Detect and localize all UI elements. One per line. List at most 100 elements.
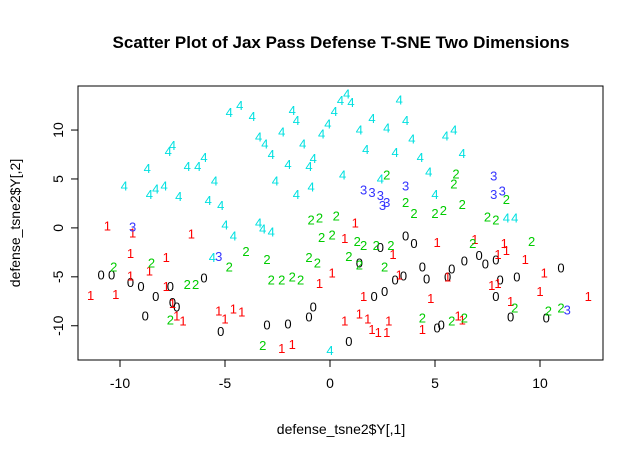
point-label-0: 0 <box>152 289 159 304</box>
y-axis-label: defense_tsne2$Y[,2] <box>7 159 23 287</box>
point-label-1: 1 <box>163 250 170 265</box>
point-label-3: 3 <box>490 187 497 202</box>
point-label-2: 2 <box>387 238 394 253</box>
point-label-0: 0 <box>137 279 144 294</box>
point-label-4: 4 <box>268 224 275 239</box>
y-tick-label: 5 <box>50 175 66 183</box>
point-label-4: 4 <box>268 147 275 162</box>
point-label-0: 0 <box>377 240 384 255</box>
point-label-4: 4 <box>278 125 285 140</box>
point-label-2: 2 <box>354 234 361 249</box>
point-label-0: 0 <box>305 309 312 324</box>
point-label-1: 1 <box>127 268 134 283</box>
point-label-3: 3 <box>215 249 222 264</box>
point-label-4: 4 <box>255 216 262 231</box>
point-label-0: 0 <box>492 289 499 304</box>
point-label-4: 4 <box>383 121 390 136</box>
point-label-1: 1 <box>146 264 153 279</box>
x-axis: -10 -5 0 5 10 <box>110 359 548 391</box>
point-label-4: 4 <box>217 198 224 213</box>
point-label-1: 1 <box>383 325 390 340</box>
y-tick-label: 10 <box>50 122 66 138</box>
point-label-1: 1 <box>341 313 348 328</box>
point-label-2: 2 <box>318 230 325 245</box>
point-label-3: 3 <box>402 178 409 193</box>
point-label-0: 0 <box>356 256 363 271</box>
point-label-3: 3 <box>383 195 390 210</box>
point-label-4: 4 <box>230 228 237 243</box>
point-label-4: 4 <box>236 98 243 113</box>
point-label-0: 0 <box>438 317 445 332</box>
point-label-4: 4 <box>337 93 344 108</box>
point-label-1: 1 <box>356 307 363 322</box>
point-label-2: 2 <box>461 310 468 325</box>
point-label-1: 1 <box>129 225 136 240</box>
point-label-2: 2 <box>360 238 367 253</box>
point-label-0: 0 <box>381 284 388 299</box>
point-label-4: 4 <box>368 111 375 126</box>
point-label-1: 1 <box>494 247 501 262</box>
point-label-1: 1 <box>427 291 434 306</box>
point-label-2: 2 <box>307 213 314 228</box>
point-label-2: 2 <box>511 301 518 316</box>
point-label-2: 2 <box>184 277 191 292</box>
point-label-2: 2 <box>297 272 304 287</box>
point-label-0: 0 <box>97 267 104 282</box>
point-label-2: 2 <box>440 203 447 218</box>
point-label-4: 4 <box>209 250 216 265</box>
point-label-4: 4 <box>272 173 279 188</box>
point-label-2: 2 <box>268 272 275 287</box>
point-label-0: 0 <box>507 309 514 324</box>
point-label-4: 4 <box>205 193 212 208</box>
point-label-1: 1 <box>471 232 478 247</box>
x-axis-label: defense_tsne2$Y[,1] <box>277 421 405 437</box>
point-label-1: 1 <box>215 304 222 319</box>
point-label-2: 2 <box>289 269 296 284</box>
point-label-4: 4 <box>391 145 398 160</box>
point-label-4: 4 <box>331 104 338 119</box>
point-label-0: 0 <box>127 275 134 290</box>
point-label-4: 4 <box>417 150 424 165</box>
x-tick-label: 0 <box>326 375 334 391</box>
point-label-2: 2 <box>345 249 352 264</box>
point-label-4: 4 <box>284 157 291 172</box>
point-label-1: 1 <box>104 218 111 233</box>
point-label-0: 0 <box>496 272 503 287</box>
point-label-1: 1 <box>360 289 367 304</box>
point-label-4: 4 <box>184 159 191 174</box>
point-label-1: 1 <box>503 243 510 258</box>
point-label-4: 4 <box>459 146 466 161</box>
point-label-2: 2 <box>448 313 455 328</box>
point-label-1: 1 <box>87 288 94 303</box>
point-label-1: 1 <box>541 265 548 280</box>
point-label-2: 2 <box>110 260 117 275</box>
point-label-1: 1 <box>419 322 426 337</box>
point-label-4: 4 <box>431 187 438 202</box>
point-label-4: 4 <box>160 178 167 193</box>
point-label-0: 0 <box>461 254 468 269</box>
point-label-2: 2 <box>333 209 340 224</box>
point-label-4: 4 <box>343 86 350 101</box>
x-tick-label: 10 <box>532 375 548 391</box>
point-label-1: 1 <box>536 284 543 299</box>
point-label-4: 4 <box>408 131 415 146</box>
point-label-4: 4 <box>261 136 268 151</box>
chart-title: Scatter Plot of Jax Pass Defense T-SNE T… <box>113 33 570 52</box>
point-label-2: 2 <box>528 234 535 249</box>
point-label-4: 4 <box>169 138 176 153</box>
point-label-4: 4 <box>402 113 409 128</box>
point-label-1: 1 <box>169 296 176 311</box>
point-label-1: 1 <box>433 235 440 250</box>
point-label-0: 0 <box>423 271 430 286</box>
point-label-1: 1 <box>230 302 237 317</box>
point-label-1: 1 <box>238 305 245 320</box>
point-label-1: 1 <box>396 267 403 282</box>
x-tick-label: -5 <box>219 375 232 391</box>
point-label-1: 1 <box>221 311 228 326</box>
point-label-1: 1 <box>488 278 495 293</box>
point-label-4: 4 <box>121 178 128 193</box>
point-label-4: 4 <box>339 168 346 183</box>
point-label-4: 4 <box>289 103 296 118</box>
point-label-0: 0 <box>284 316 291 331</box>
point-label-1: 1 <box>179 313 186 328</box>
